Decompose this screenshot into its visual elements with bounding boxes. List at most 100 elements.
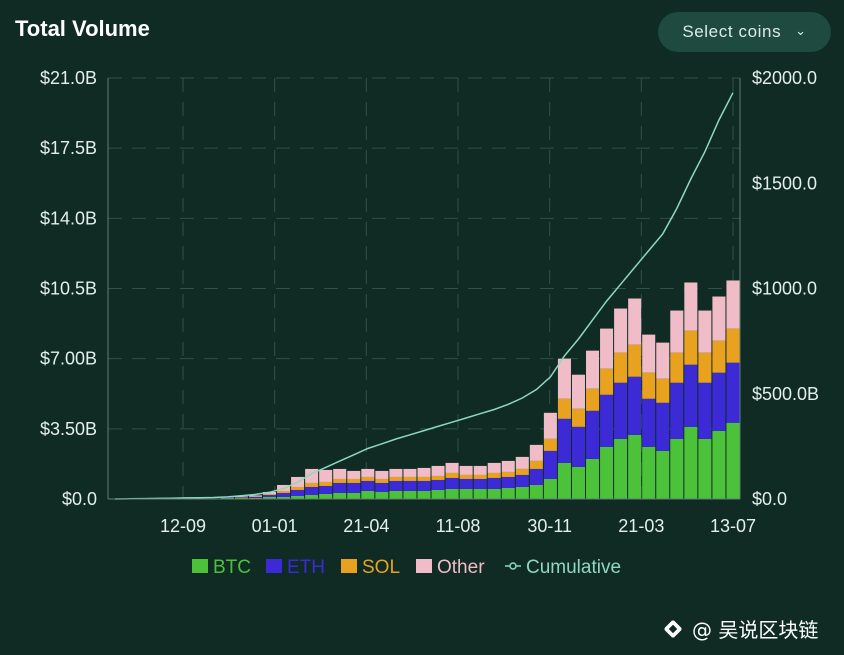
chart-legend: BTC ETH SOL Other Cumulative (192, 557, 621, 578)
bar-btc (305, 494, 319, 499)
bar-other (670, 310, 684, 353)
bar-eth (220, 497, 234, 498)
x-tick-label: 13-07 (710, 516, 756, 536)
bar-eth (698, 382, 712, 439)
bar-eth (515, 474, 529, 487)
bar-eth (445, 477, 459, 489)
bar-eth (628, 376, 642, 435)
bar-other (403, 468, 417, 477)
bar-other (529, 444, 543, 461)
volume-bars (220, 280, 740, 499)
bar-other (614, 308, 628, 353)
bar-eth (473, 478, 487, 489)
bar-btc (571, 466, 586, 499)
bar-btc (501, 487, 515, 499)
bar-btc (220, 497, 234, 499)
bar-sol (712, 340, 726, 373)
select-coins-label: Select coins (682, 22, 782, 41)
bar-sol (431, 475, 445, 480)
bar-other (333, 468, 347, 479)
bar-eth (262, 494, 277, 497)
bar-eth (670, 382, 684, 439)
bar-eth (277, 492, 291, 497)
bar-other (642, 334, 656, 373)
bar-eth (459, 478, 473, 489)
bar-btc (262, 496, 277, 499)
bar-eth (642, 398, 656, 447)
bar-eth (571, 426, 586, 467)
bar-sol (347, 478, 361, 483)
x-tick-label: 30-11 (527, 516, 572, 536)
bar-btc (445, 488, 459, 499)
y-left-tick-label: $3.50B (40, 419, 97, 439)
bar-eth (248, 496, 262, 498)
bar-other (698, 310, 712, 353)
legend-label-btc: BTC (213, 557, 251, 578)
bar-btc (600, 446, 614, 499)
bar-eth (291, 489, 305, 496)
bar-eth (614, 382, 628, 439)
y-left-tick-label: $21.0B (40, 68, 97, 88)
bar-sol (557, 398, 571, 419)
bar-sol (459, 474, 473, 479)
bar-sol (262, 493, 277, 495)
cumulative-line-path (114, 92, 734, 500)
bar-eth (586, 410, 600, 459)
bar-sol (501, 471, 515, 477)
bar-sol (571, 408, 586, 427)
bar-sol (319, 481, 333, 486)
binance-logo-icon (664, 619, 682, 638)
bar-eth (389, 480, 403, 491)
bar-sol (305, 482, 319, 487)
y-right-tick-label: $1500.0 (752, 173, 817, 193)
chevron-down-icon: ⌄ (795, 23, 807, 38)
y-right-tick-label: $2000.0 (752, 68, 817, 88)
bar-sol (628, 344, 642, 377)
bar-sol (403, 476, 417, 481)
bar-btc (291, 495, 305, 499)
bar-other (712, 296, 726, 341)
bar-btc (459, 488, 473, 499)
bar-sol (389, 476, 403, 481)
bar-other (417, 467, 431, 477)
y-left-tick-label: $17.5B (40, 138, 97, 158)
bar-other (473, 465, 487, 475)
legend-label-eth: ETH (287, 557, 325, 578)
bar-other (389, 468, 403, 477)
bar-other (248, 495, 262, 497)
bar-btc (375, 491, 389, 499)
bar-eth (543, 450, 557, 479)
bar-other (586, 350, 600, 389)
bar-eth (529, 468, 543, 485)
bar-sol (473, 474, 487, 479)
bar-btc (586, 458, 600, 499)
bar-btc (712, 430, 726, 499)
bar-btc (670, 438, 684, 499)
bar-other (459, 465, 473, 475)
bar-btc (557, 462, 571, 499)
bar-eth (600, 394, 614, 447)
bar-other (501, 460, 515, 472)
bar-eth (417, 480, 431, 491)
bar-eth (712, 372, 726, 431)
bar-sol (277, 490, 291, 493)
bar-btc (726, 422, 740, 499)
bar-btc (515, 486, 529, 499)
select-coins-dropdown[interactable]: Select coins ⌄ (658, 12, 831, 52)
bar-btc (319, 493, 333, 499)
bar-eth (726, 362, 740, 423)
bar-btc (431, 489, 445, 499)
bar-btc (543, 478, 557, 499)
bar-btc (248, 497, 262, 499)
x-tick-label: 11-08 (436, 516, 481, 536)
bar-sol (445, 472, 459, 478)
bar-other (684, 282, 698, 331)
bar-btc (642, 446, 656, 499)
bar-btc (656, 450, 670, 499)
x-tick-label: 21-04 (343, 516, 389, 536)
legend-swatch-eth (266, 559, 282, 573)
bar-sol (543, 438, 557, 451)
legend-swatch-other (416, 559, 432, 573)
grid-lines (108, 77, 740, 499)
bar-sol (291, 486, 305, 490)
